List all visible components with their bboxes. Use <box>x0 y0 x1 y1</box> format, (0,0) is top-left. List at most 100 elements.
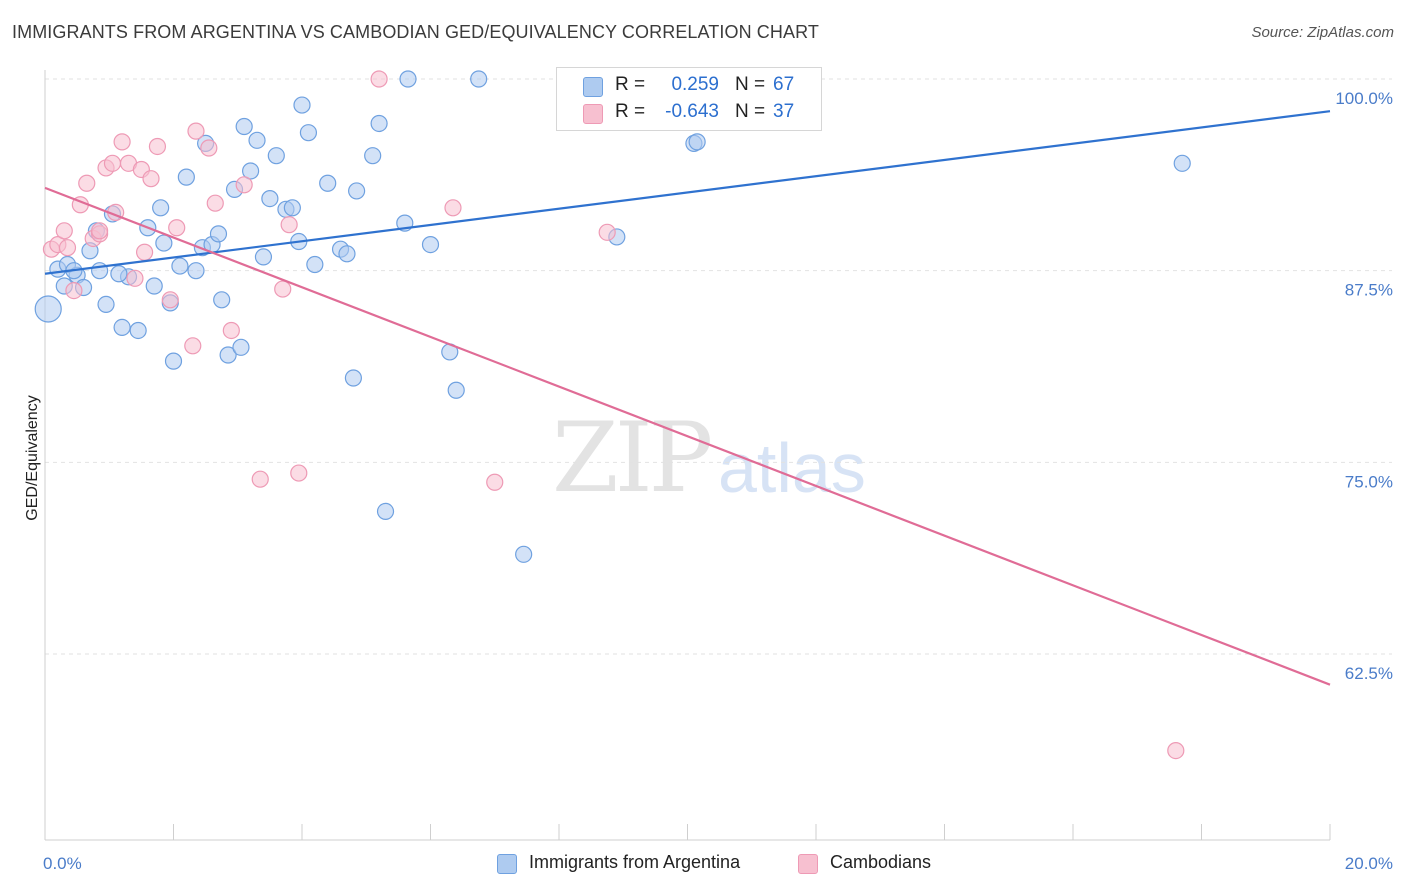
cambodians-point <box>222 321 240 340</box>
cambodians-point <box>58 239 77 257</box>
argentina-point <box>688 133 706 151</box>
y-tick-label: 100.0% <box>1335 89 1393 108</box>
argentina-point <box>113 318 131 336</box>
argentina-point <box>319 174 337 192</box>
y-tick-label: 62.5% <box>1345 664 1393 683</box>
cambodians-point <box>142 170 160 188</box>
bottom-legend-label-argentina: Immigrants from Argentina <box>529 852 741 872</box>
argentina-point <box>267 147 285 165</box>
legend-r-label: R = <box>615 74 646 95</box>
argentina-point <box>248 131 266 149</box>
argentina-point <box>34 295 62 323</box>
y-tick-label: 75.0% <box>1345 472 1393 491</box>
cambodians-point <box>200 139 218 157</box>
legend-swatch-argentina <box>583 77 603 97</box>
argentina-point <box>348 182 366 200</box>
argentina-point <box>261 190 279 208</box>
argentina-point <box>338 245 356 263</box>
cambodians-point <box>91 222 109 240</box>
bottom-legend-swatch-cambodians <box>798 854 818 874</box>
source-credit: Source: ZipAtlas.com <box>1251 24 1394 41</box>
argentina-point <box>187 262 205 280</box>
cambodians-point <box>290 464 308 482</box>
cambodians-point <box>187 122 205 140</box>
trend-lines <box>44 110 1331 686</box>
cambodians-point <box>55 222 73 240</box>
cambodians-point <box>103 154 122 172</box>
cambodians-trend-line <box>44 186 1331 686</box>
argentina-point <box>242 162 260 180</box>
argentina-point <box>232 338 250 356</box>
cambodians-point <box>280 216 298 234</box>
argentina-point <box>219 346 237 364</box>
cambodians-point <box>1167 741 1185 760</box>
watermark-atlas: atlas <box>718 429 866 507</box>
cambodians-point <box>274 280 292 298</box>
legend-r-value: 0.259 <box>671 74 719 95</box>
argentina-point <box>364 147 382 165</box>
cambodians-point <box>113 133 131 151</box>
argentina-point <box>209 225 228 243</box>
argentina-point <box>97 295 115 313</box>
cambodians-point <box>78 174 96 192</box>
argentina-point <box>213 291 231 309</box>
cambodians-point <box>206 194 224 212</box>
legend-row-cambodians: R = -0.643 N = 37 <box>557 101 821 127</box>
argentina-point <box>306 255 324 274</box>
cambodians-point <box>184 337 202 355</box>
argentina-trend-line <box>44 110 1331 275</box>
cambodians-point <box>598 223 616 241</box>
cambodians-point <box>486 473 504 491</box>
legend-row-argentina: R = 0.259 N = 67 <box>557 74 821 100</box>
argentina-point <box>421 236 440 254</box>
tick-labels: 62.5% 75.0% 87.5% 100.0% 0.0% 20.0% <box>43 89 1393 873</box>
cambodians-point <box>126 269 144 287</box>
argentina-point <box>283 199 301 217</box>
y-axis-label: GED/Equivalency <box>24 395 41 520</box>
legend-n-value: 67 <box>773 74 795 95</box>
argentina-point <box>129 321 147 340</box>
cambodians-point <box>65 282 83 300</box>
chart-title: IMMIGRANTS FROM ARGENTINA VS CAMBODIAN G… <box>12 22 819 42</box>
cambodians-point <box>370 70 388 88</box>
cambodians-point <box>235 176 253 194</box>
argentina-point <box>1173 154 1191 172</box>
series-cambodians-points <box>42 70 1185 760</box>
argentina-point <box>164 352 183 370</box>
legend-swatch-cambodians <box>583 104 603 124</box>
bottom-legend-swatch-argentina <box>497 854 517 874</box>
axes <box>44 70 1331 841</box>
argentina-point <box>110 265 128 283</box>
bottom-legend-label-cambodians: Cambodians <box>830 852 932 872</box>
legend-n-label: N = <box>735 74 766 95</box>
argentina-point <box>470 70 488 88</box>
y-tick-label: 87.5% <box>1345 281 1393 300</box>
argentina-point <box>399 70 417 88</box>
cambodians-point <box>444 199 462 217</box>
cambodians-point <box>148 137 167 156</box>
argentina-point <box>235 117 253 136</box>
argentina-point <box>370 114 388 133</box>
argentina-point <box>447 381 465 399</box>
argentina-point <box>145 277 163 295</box>
argentina-point <box>155 234 173 252</box>
x-tick-label: 0.0% <box>43 854 82 873</box>
legend-n-value: 37 <box>773 101 795 122</box>
argentina-point <box>299 124 318 142</box>
correlation-legend: R = 0.259 N = 67 R = -0.643 N = 37 <box>556 67 822 131</box>
watermark-zip: ZIP <box>552 402 713 514</box>
legend-r-value: -0.643 <box>665 101 719 122</box>
cambodians-point <box>161 291 179 309</box>
legend-r-label: R = <box>615 101 646 122</box>
argentina-point <box>171 257 189 275</box>
argentina-point <box>293 96 311 114</box>
cambodians-point <box>135 243 154 261</box>
x-tick-label: 20.0% <box>1345 854 1393 873</box>
cambodians-point <box>251 470 269 488</box>
argentina-point <box>177 168 195 186</box>
argentina-point <box>344 369 362 387</box>
legend-n-label: N = <box>735 101 766 122</box>
argentina-point <box>515 545 533 563</box>
argentina-point <box>152 199 170 217</box>
